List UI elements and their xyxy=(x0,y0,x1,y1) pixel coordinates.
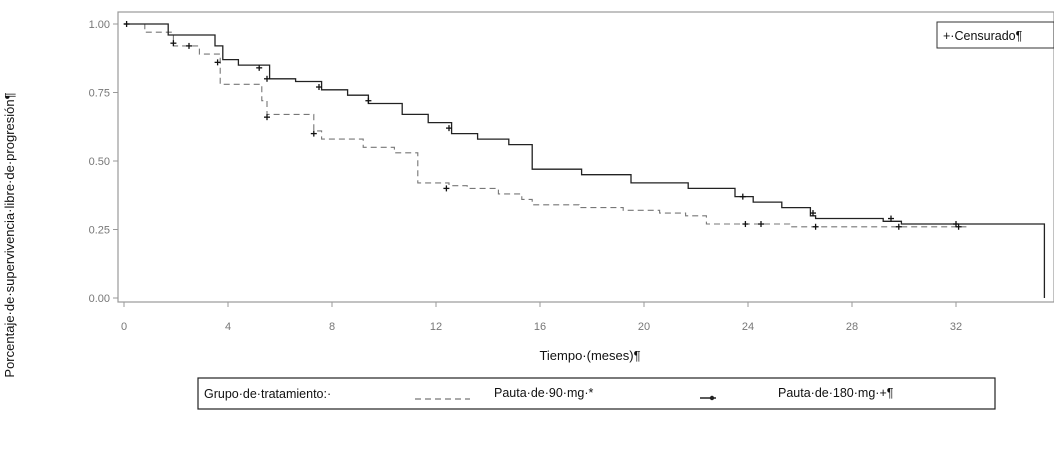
x-tick-label: 24 xyxy=(742,321,754,333)
y-axis-label: Porcentaje·de·supervivencia·libre·de·pro… xyxy=(2,92,17,377)
censor-mark xyxy=(895,223,902,230)
legend-entry-90mg: Pauta·de·90·mg·* xyxy=(494,386,593,400)
censor-mark xyxy=(365,97,372,104)
group-legend-box xyxy=(197,377,996,410)
series-line-180mg xyxy=(124,23,1046,298)
legend-entry-180mg: Pauta·de·180·mg·+¶ xyxy=(778,386,894,400)
y-tick-label: 0.50 xyxy=(89,156,110,168)
censor-mark xyxy=(264,75,270,82)
y-tick-label: 0.75 xyxy=(89,88,110,100)
censor-mark xyxy=(758,221,764,228)
censor-mark xyxy=(316,84,322,91)
censored-legend: +·Censurado¶ xyxy=(936,21,1054,49)
x-tick-label: 12 xyxy=(430,321,442,333)
legend-marker-180mg xyxy=(709,395,715,401)
censor-mark xyxy=(810,210,816,217)
censor-mark xyxy=(953,221,959,228)
series-line-90mg xyxy=(124,23,967,228)
censor-mark xyxy=(214,59,221,66)
censor-mark xyxy=(888,215,894,222)
x-tick-label: 32 xyxy=(950,321,962,333)
x-axis-label: Tiempo·(meses)¶ xyxy=(539,348,640,363)
x-tick-label: 20 xyxy=(638,321,650,333)
x-tick-label: 4 xyxy=(225,321,231,333)
censor-mark xyxy=(443,185,450,192)
x-tick-label: 16 xyxy=(534,321,546,333)
y-tick-label: 0.00 xyxy=(89,293,110,305)
y-tick-label: 1.00 xyxy=(89,19,110,31)
censor-mark xyxy=(264,114,270,121)
group-legend: Grupo·de·tratamiento:· Pauta·de·90·mg·* … xyxy=(197,377,996,410)
censored-legend-text: +·Censurado¶ xyxy=(943,29,1023,43)
censor-mark xyxy=(742,221,749,228)
x-tick-label: 0 xyxy=(121,321,127,333)
censor-mark xyxy=(446,125,452,132)
censored-legend-box xyxy=(936,21,1054,49)
censor-mark xyxy=(186,42,192,49)
censor-mark xyxy=(170,40,177,47)
censor-mark xyxy=(123,21,130,27)
y-tick-label: 0.25 xyxy=(89,225,110,237)
x-tick-label: 28 xyxy=(846,321,858,333)
censor-mark xyxy=(256,64,263,71)
x-tick-label: 8 xyxy=(329,321,335,333)
censor-mark xyxy=(310,130,317,137)
censor-mark xyxy=(739,193,746,200)
plot-frame xyxy=(117,11,1054,303)
group-legend-label: Grupo·de·tratamiento:· xyxy=(204,387,331,401)
censor-mark xyxy=(812,223,819,230)
